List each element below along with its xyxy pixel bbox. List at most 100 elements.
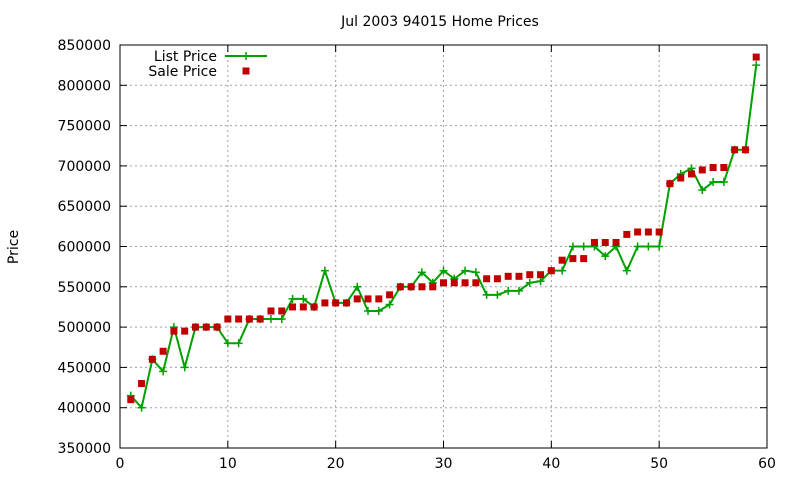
sale-price-point xyxy=(386,291,394,299)
sale-price-point xyxy=(375,295,383,303)
y-tick-label: 350000 xyxy=(58,441,111,457)
sale-price-point xyxy=(741,146,749,154)
sale-price-point xyxy=(170,327,178,335)
y-tick-label: 500000 xyxy=(58,320,111,336)
sale-price-point xyxy=(321,299,329,307)
y-tick-label: 400000 xyxy=(58,401,111,417)
sale-price-point xyxy=(396,283,404,291)
list-price-point xyxy=(288,294,297,303)
sale-price-point xyxy=(483,275,491,283)
list-price-point xyxy=(180,363,189,372)
sale-price-point xyxy=(580,255,588,263)
list-price-point xyxy=(752,61,761,70)
list-price-point xyxy=(137,403,146,412)
sale-price-point xyxy=(235,315,243,323)
list-price-series xyxy=(126,61,761,412)
list-price-point xyxy=(514,286,523,295)
list-price-point xyxy=(277,315,286,324)
sale-price-point xyxy=(526,271,534,279)
sale-price-point xyxy=(181,327,189,335)
x-tick-label: 50 xyxy=(650,456,668,472)
sale-price-point xyxy=(558,256,566,264)
y-tick-label: 450000 xyxy=(58,360,111,376)
sale-price-point xyxy=(138,380,146,388)
y-tick-label: 750000 xyxy=(58,119,111,135)
sale-price-point xyxy=(407,283,415,291)
sale-price-point xyxy=(623,230,631,238)
y-axis-label: Price xyxy=(6,230,22,264)
sale-price-point xyxy=(429,283,437,291)
y-tick-label: 850000 xyxy=(58,38,111,54)
y-tick-label: 800000 xyxy=(58,78,111,94)
legend-label: List Price xyxy=(154,49,217,65)
sale-price-point xyxy=(515,272,523,280)
x-tick-label: 30 xyxy=(435,456,453,472)
sale-price-point xyxy=(569,255,577,263)
list-price-point xyxy=(622,266,631,275)
x-tick-label: 0 xyxy=(116,456,125,472)
list-price-point xyxy=(299,294,308,303)
sale-price-point xyxy=(267,307,275,315)
y-tick-label: 700000 xyxy=(58,159,111,175)
sale-price-point xyxy=(634,228,642,236)
sale-price-point xyxy=(332,299,340,307)
sale-price-point xyxy=(461,279,469,287)
x-tick-label: 60 xyxy=(758,456,776,472)
list-price-point xyxy=(536,277,545,286)
list-price-point xyxy=(159,367,168,376)
sale-price-point xyxy=(677,174,685,182)
list-price-point xyxy=(374,306,383,315)
legend-label: Sale Price xyxy=(148,64,217,80)
sale-price-point xyxy=(202,323,210,331)
list-price-point xyxy=(266,315,275,324)
sale-price-point xyxy=(364,295,372,303)
list-price-point xyxy=(644,242,653,251)
chart-title: Jul 2003 94015 Home Prices xyxy=(340,14,539,30)
x-tick-label: 10 xyxy=(219,456,237,472)
sale-price-point xyxy=(440,279,447,287)
list-price-point xyxy=(558,266,567,275)
list-price-point xyxy=(601,252,610,261)
axis-ticks: 350000 400000 450000 500000 550000 600000 6500… xyxy=(58,38,776,472)
sale-price-point xyxy=(612,238,620,246)
list-price-point xyxy=(655,242,664,251)
sale-price-point xyxy=(310,303,318,311)
list-price-point xyxy=(439,266,448,275)
list-price-point xyxy=(482,290,491,299)
list-price-point xyxy=(579,242,588,251)
y-tick-label: 550000 xyxy=(58,280,111,296)
x-tick-label: 20 xyxy=(327,456,345,472)
y-tick-label: 650000 xyxy=(58,199,111,215)
x-tick-label: 40 xyxy=(542,456,560,472)
list-price-point xyxy=(568,242,577,251)
list-price-point xyxy=(493,290,502,299)
sale-price-point xyxy=(256,315,264,323)
list-price-point xyxy=(364,306,373,315)
sale-price-point xyxy=(450,279,458,287)
list-price-point xyxy=(698,186,707,195)
list-price-point xyxy=(504,286,513,295)
sale-price-point xyxy=(191,323,199,331)
sale-price-point xyxy=(127,396,135,404)
sale-price-point xyxy=(245,315,253,323)
sale-price-point xyxy=(537,271,545,279)
list-price-point xyxy=(471,268,480,277)
sale-price-point xyxy=(590,238,598,246)
list-price-point xyxy=(417,268,426,277)
sale-price-point xyxy=(224,315,232,323)
list-price-point xyxy=(525,278,534,287)
sale-price-point xyxy=(752,53,760,61)
list-price-point xyxy=(234,339,243,348)
list-price-point xyxy=(320,266,329,275)
sale-price-series xyxy=(127,53,760,404)
sale-price-point xyxy=(688,170,696,178)
sale-price-point xyxy=(342,299,350,307)
legend-square-marker xyxy=(242,67,250,75)
series xyxy=(126,53,761,412)
sale-price-point xyxy=(655,228,663,236)
legend-plus-marker xyxy=(242,52,250,60)
list-price-point xyxy=(353,282,362,291)
